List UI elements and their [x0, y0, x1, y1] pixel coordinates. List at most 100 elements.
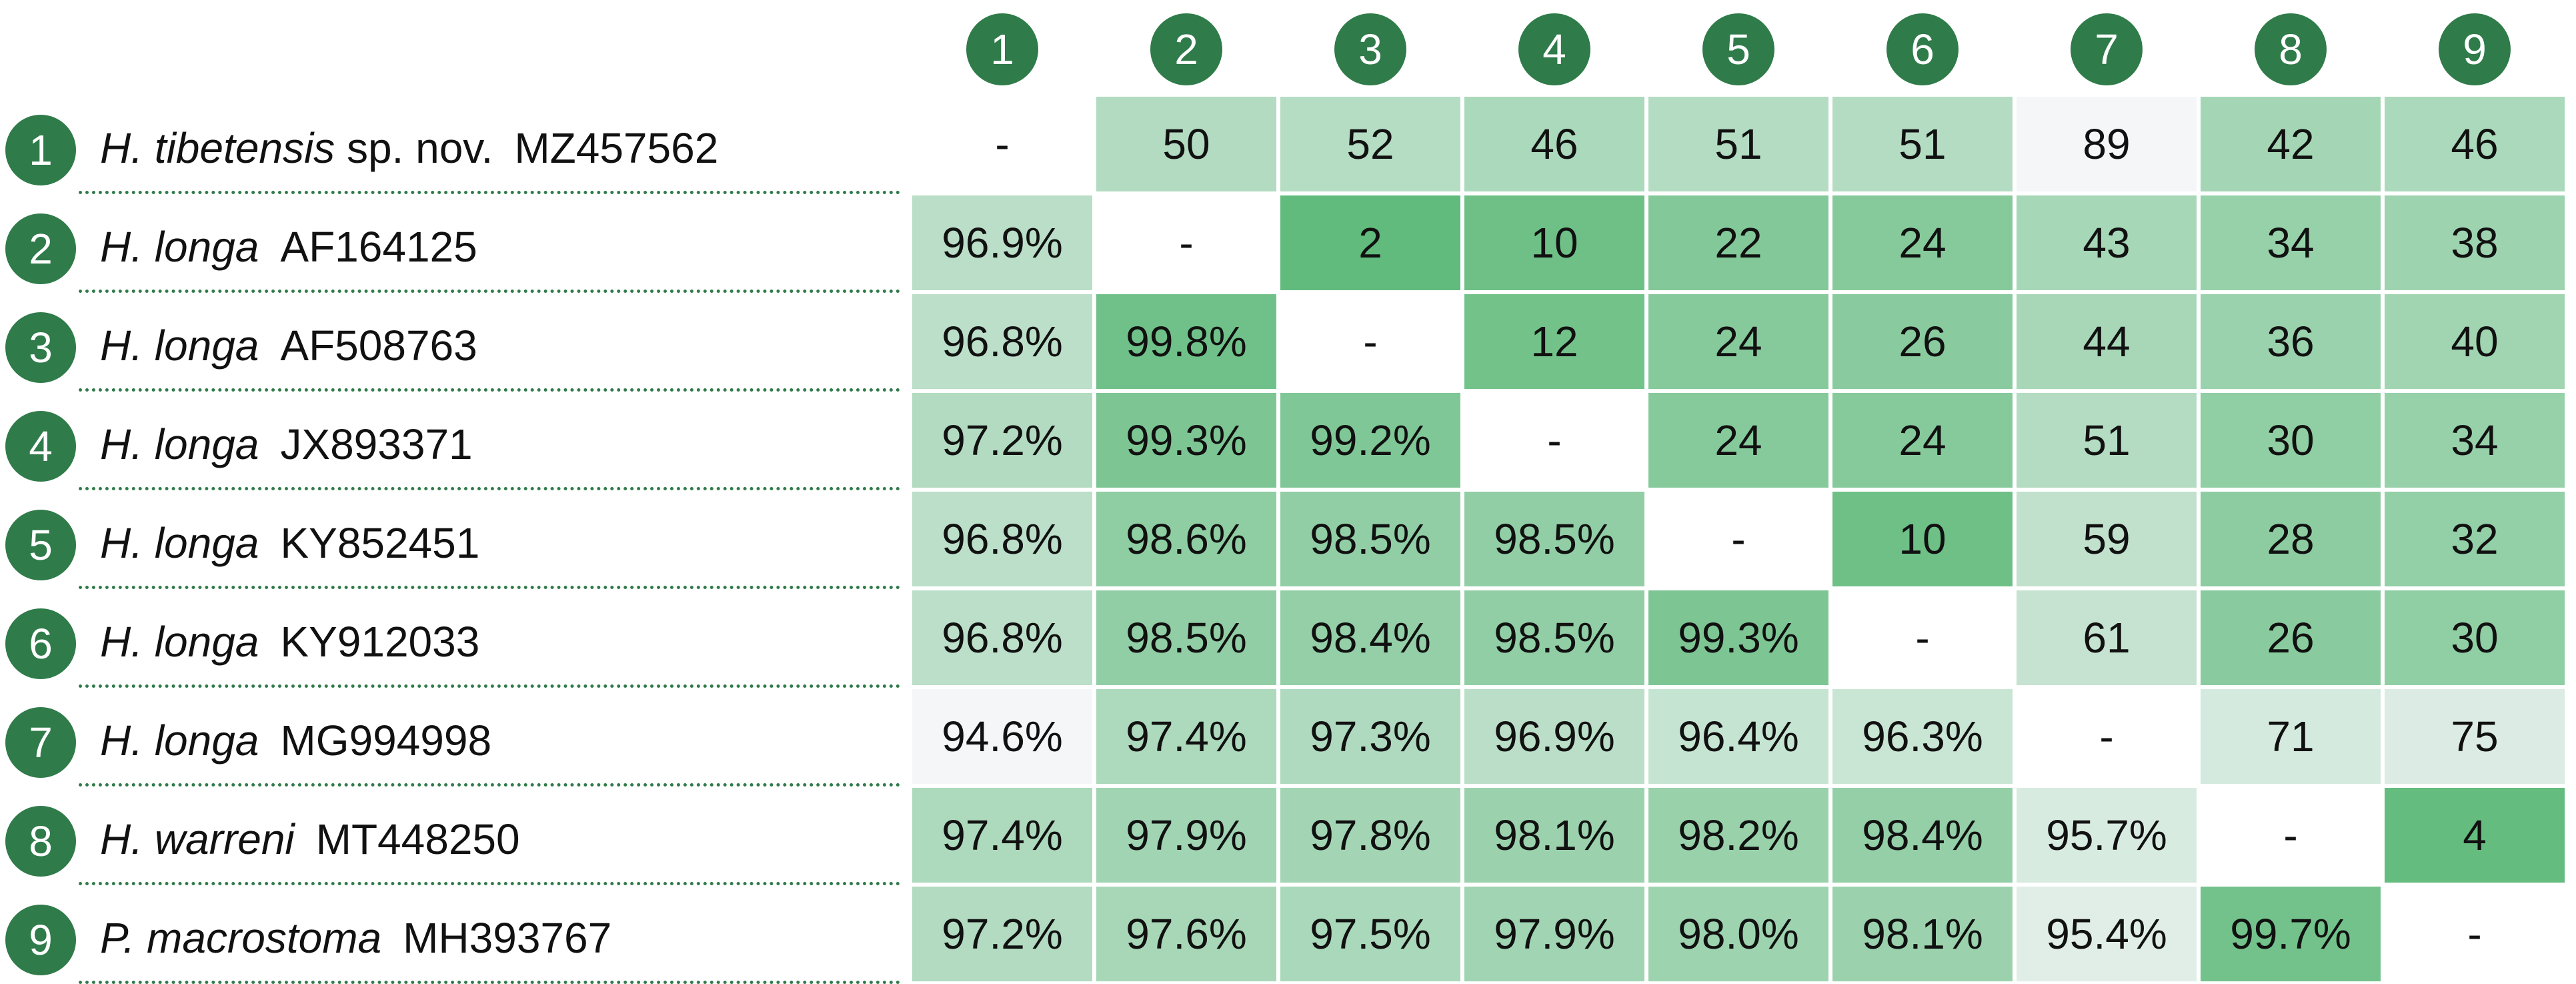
matrix-cell-value: 97.3%: [1310, 712, 1430, 761]
matrix-cell-r5-c7: [2017, 492, 2197, 586]
matrix-cell-r7-c9: [2385, 689, 2565, 784]
matrix-cell-r7-c5: [1648, 689, 1828, 784]
matrix-cell-r9-c5: [1648, 887, 1828, 981]
matrix-cell-r8-c6: [1832, 788, 2013, 883]
matrix-cell-r1-c3: [1280, 97, 1460, 191]
matrix-cell-r3-c7: [2017, 294, 2197, 389]
matrix-cell-r7-c3: [1280, 689, 1460, 784]
species-binomial: H. longa: [100, 519, 259, 567]
row-label-8: 8 H. warreni MT448250: [0, 786, 900, 885]
matrix-cell-r7-c8: [2201, 689, 2381, 784]
matrix-cell-r3-c1: [912, 294, 1092, 389]
dotted-leader: [79, 882, 900, 885]
matrix-cell-r9-c6: [1832, 887, 2013, 981]
matrix-cell-r4-c8: [2201, 393, 2381, 488]
matrix-cell-value: -: [1547, 416, 1561, 464]
matrix-cell-r6-c4: [1464, 590, 1644, 685]
row-number-badge: 8: [5, 806, 76, 877]
matrix-cell-r5-c6: [1832, 492, 2013, 586]
matrix-cell-r2-c4: [1464, 195, 1644, 290]
matrix-cell-value: 99.8%: [1126, 318, 1246, 366]
matrix-cell-value: 46: [2451, 120, 2498, 168]
matrix-cell-value: 30: [2451, 614, 2498, 662]
matrix-cell-r2-c2: [1096, 195, 1276, 290]
matrix-cell-value: 94.6%: [942, 712, 1062, 761]
matrix-cell-value: 59: [2083, 515, 2130, 563]
matrix-cell-value: 22: [1714, 219, 1762, 267]
matrix-cell-r4-c1: [912, 393, 1092, 488]
accession-number: AF508763: [280, 322, 477, 370]
matrix-cell-value: 71: [2267, 712, 2314, 761]
accession-number: MG994998: [280, 716, 492, 765]
matrix-cell-value: 51: [2083, 416, 2130, 464]
matrix-cell-r6-c6: [1832, 590, 2013, 685]
matrix-cell-r8-c2: [1096, 788, 1276, 883]
matrix-cell-value: 97.8%: [1310, 811, 1430, 859]
matrix-cell-value: 12: [1530, 318, 1578, 366]
species-binomial: H. longa: [100, 322, 259, 370]
dotted-leader: [79, 290, 900, 293]
matrix-cell-r6-c7: [2017, 590, 2197, 685]
accession-number: KY852451: [280, 519, 480, 567]
dotted-leader: [79, 684, 900, 688]
matrix-cell-value: 97.5%: [1310, 910, 1430, 958]
matrix-cell-value: 98.4%: [1862, 811, 1983, 859]
matrix-cell-r5-c4: [1464, 492, 1644, 586]
species-name: H. longa KY852451: [100, 522, 479, 564]
matrix-cell-r4-c2: [1096, 393, 1276, 488]
matrix-cell-value: 98.5%: [1494, 614, 1614, 662]
species-name: P. macrostoma MH393767: [100, 917, 611, 959]
species-binomial: H. warreni: [100, 815, 295, 863]
matrix-cell-value: 99.3%: [1678, 614, 1798, 662]
matrix-cell-value: 10: [1898, 515, 1946, 563]
matrix-cell-r8-c8: [2201, 788, 2381, 883]
matrix-cell-value: 10: [1530, 219, 1578, 267]
matrix-cell-value: 42: [2267, 120, 2314, 168]
matrix-cell-r2-c5: [1648, 195, 1828, 290]
matrix-cell-value: 98.0%: [1678, 910, 1798, 958]
matrix-cell-value: 98.1%: [1494, 811, 1614, 859]
row-number-badge: 1: [5, 115, 76, 185]
matrix-cell-r1-c7: [2017, 97, 2197, 191]
matrix-cell-value: 51: [1898, 120, 1946, 168]
matrix-cell-value: 26: [2267, 614, 2314, 662]
matrix-cell-r9-c8: [2201, 887, 2381, 981]
row-label-6: 6 H. longa KY912033: [0, 588, 900, 688]
matrix-cell-value: -: [2283, 811, 2297, 859]
matrix-cell-r3-c4: [1464, 294, 1644, 389]
column-header-9: 9: [2439, 13, 2511, 85]
matrix-cell-r9-c2: [1096, 887, 1276, 981]
matrix-cell-value: 95.4%: [2046, 910, 2167, 958]
dotted-leader: [79, 783, 900, 787]
matrix-cell-r8-c7: [2017, 788, 2197, 883]
matrix-cell-r8-c5: [1648, 788, 1828, 883]
row-number-badge: 3: [5, 312, 76, 383]
matrix-cell-r9-c3: [1280, 887, 1460, 981]
matrix-cell-r6-c8: [2201, 590, 2381, 685]
matrix-cell-r3-c9: [2385, 294, 2565, 389]
matrix-cell-r5-c1: [912, 492, 1092, 586]
species-name: H. longa KY912033: [100, 620, 479, 663]
matrix-cell-value: 95.7%: [2046, 811, 2167, 859]
row-label-2: 2 H. longa AF164125: [0, 193, 900, 293]
matrix-cell-value: 26: [1898, 318, 1946, 366]
matrix-cell-r3-c6: [1832, 294, 2013, 389]
matrix-cell-r1-c4: [1464, 97, 1644, 191]
matrix-cell-value: 34: [2451, 416, 2498, 464]
matrix-cell-r1-c9: [2385, 97, 2565, 191]
matrix-cell-r5-c5: [1648, 492, 1828, 586]
matrix-cell-value: 89: [2083, 120, 2130, 168]
matrix-cell-value: 24: [1714, 416, 1762, 464]
matrix-cell-value: 2: [1358, 219, 1382, 267]
matrix-cell-value: 36: [2267, 318, 2314, 366]
matrix-cell-r8-c9: [2385, 788, 2565, 883]
dotted-leader: [79, 487, 900, 490]
matrix-cell-value: 43: [2083, 219, 2130, 267]
row-label-7: 7 H. longa MG994998: [0, 687, 900, 787]
row-number-badge: 5: [5, 510, 76, 580]
row-label-1: 1 H. tibetensis sp. nov. MZ457562: [0, 95, 900, 194]
matrix-cell-value: 97.4%: [942, 811, 1062, 859]
matrix-cell-r7-c6: [1832, 689, 2013, 784]
matrix-cell-r6-c9: [2385, 590, 2565, 685]
